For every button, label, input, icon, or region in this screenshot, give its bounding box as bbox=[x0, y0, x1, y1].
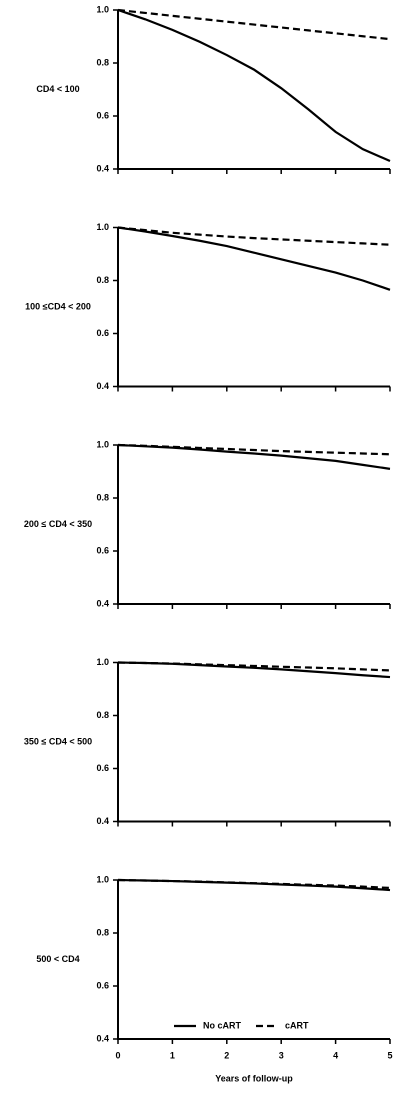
series-line bbox=[117, 878, 391, 890]
y-tick-label: 1.0 bbox=[96, 4, 109, 14]
series-line bbox=[117, 226, 391, 291]
y-axis-label: CD4 < 100 bbox=[36, 84, 79, 94]
y-tick-label: 0.6 bbox=[96, 328, 109, 338]
y-tick-label: 0.8 bbox=[96, 492, 109, 502]
y-axis-label: 100 ≤CD4 < 200 bbox=[25, 301, 91, 311]
series-line bbox=[117, 443, 391, 456]
x-tick-label: 2 bbox=[224, 1050, 229, 1060]
y-tick-label: 0.4 bbox=[96, 381, 109, 391]
legend-label: cART bbox=[285, 1020, 309, 1030]
x-tick-label: 5 bbox=[387, 1050, 392, 1060]
y-tick-label: 1.0 bbox=[96, 874, 109, 884]
x-axis-label: Years of follow-up bbox=[215, 1073, 293, 1083]
y-tick-label: 0.8 bbox=[96, 57, 109, 67]
y-axis-label: 200 ≤ CD4 < 350 bbox=[24, 519, 92, 529]
y-tick-label: 0.6 bbox=[96, 110, 109, 120]
series-line bbox=[117, 443, 391, 470]
y-tick-label: 0.4 bbox=[96, 816, 109, 826]
series-line bbox=[117, 661, 391, 672]
y-tick-label: 0.6 bbox=[96, 763, 109, 773]
series-line bbox=[117, 8, 391, 41]
series-line bbox=[117, 226, 391, 246]
x-tick-label: 0 bbox=[115, 1050, 120, 1060]
series-line bbox=[117, 8, 391, 163]
y-tick-label: 0.8 bbox=[96, 275, 109, 285]
x-tick-label: 1 bbox=[170, 1050, 175, 1060]
y-axis-label: 350 ≤ CD4 < 500 bbox=[24, 736, 92, 746]
y-tick-label: 0.6 bbox=[96, 980, 109, 990]
y-tick-label: 1.0 bbox=[96, 439, 109, 449]
y-tick-label: 0.4 bbox=[96, 163, 109, 173]
y-tick-label: 0.4 bbox=[96, 598, 109, 608]
legend-label: No cART bbox=[203, 1020, 242, 1030]
x-tick-label: 4 bbox=[333, 1050, 338, 1060]
y-tick-label: 0.8 bbox=[96, 710, 109, 720]
y-tick-label: 0.8 bbox=[96, 927, 109, 937]
y-tick-label: 0.4 bbox=[96, 1033, 109, 1043]
y-tick-label: 0.6 bbox=[96, 545, 109, 555]
y-tick-label: 1.0 bbox=[96, 657, 109, 667]
y-tick-label: 1.0 bbox=[96, 222, 109, 232]
y-axis-label: 500 < CD4 bbox=[36, 954, 79, 964]
x-tick-label: 3 bbox=[279, 1050, 284, 1060]
